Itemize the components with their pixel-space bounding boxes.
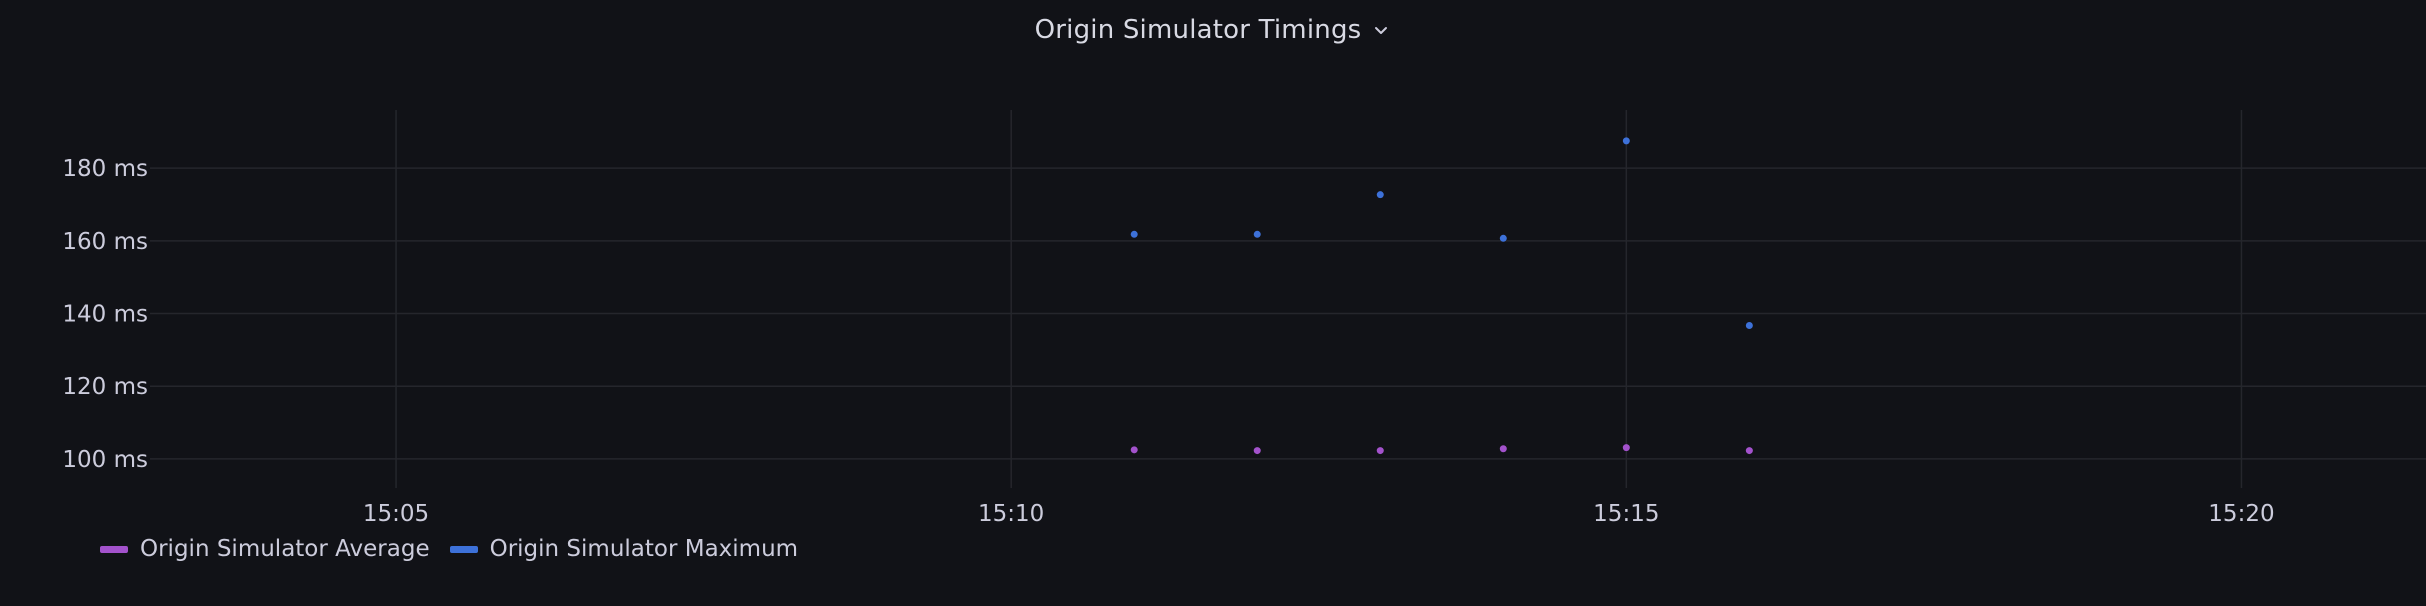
x-tick-label: 15:15 (1593, 501, 1659, 527)
x-tick-label: 15:10 (978, 501, 1044, 527)
legend-item-maximum[interactable]: Origin Simulator Maximum (449, 536, 799, 562)
legend-label-maximum: Origin Simulator Maximum (489, 536, 799, 562)
data-point-average (1745, 447, 1753, 455)
panel-menu-trigger[interactable]: Origin Simulator Timings (1035, 15, 1392, 45)
legend-label-average: Origin Simulator Average (140, 536, 430, 562)
chevron-down-icon (1375, 27, 1388, 34)
legend-swatch-maximum (449, 545, 478, 553)
y-tick-label: 160 ms (62, 229, 148, 255)
data-point-average (1622, 444, 1630, 452)
legend-item-average[interactable]: Origin Simulator Average (100, 536, 430, 562)
data-point-maximum (1745, 322, 1753, 330)
data-point-maximum (1622, 137, 1630, 145)
y-tick-label: 120 ms (62, 374, 148, 400)
data-point-maximum (1499, 234, 1507, 242)
y-tick-label: 100 ms (62, 447, 148, 473)
x-tick-label: 15:05 (363, 501, 429, 527)
legend: Origin Simulator Average Origin Simulato… (100, 536, 798, 562)
y-tick-label: 180 ms (62, 156, 148, 182)
panel-header: Origin Simulator Timings (0, 0, 2426, 60)
legend-swatch-average (100, 545, 128, 553)
data-point-average (1130, 446, 1138, 454)
data-point-average (1253, 447, 1261, 455)
data-point-maximum (1376, 191, 1384, 199)
data-point-average (1376, 447, 1384, 455)
data-point-average (1499, 445, 1507, 453)
y-tick-label: 140 ms (62, 302, 148, 328)
x-tick-label: 15:20 (2208, 501, 2274, 527)
data-point-maximum (1130, 230, 1138, 238)
data-point-maximum (1253, 230, 1261, 238)
panel-title: Origin Simulator Timings (1034, 15, 1362, 45)
